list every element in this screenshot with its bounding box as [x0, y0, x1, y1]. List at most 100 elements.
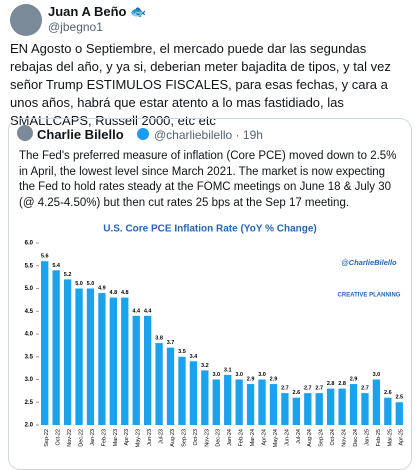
x-tick-label: Jul-23 — [159, 429, 165, 444]
bar — [98, 293, 106, 425]
value-label: 2.5 — [395, 395, 403, 401]
y-tick-label: 4.0 — [25, 332, 34, 338]
bar — [304, 393, 312, 425]
value-label: 3.0 — [212, 372, 220, 378]
x-tick-label: Oct-24 — [330, 429, 336, 446]
value-label: 4.4 — [144, 308, 153, 314]
quote-name: Charlie Bilello — [37, 127, 124, 142]
value-label: 4.8 — [121, 290, 129, 296]
x-tick-label: Dec-24 — [353, 429, 359, 447]
value-label: 2.7 — [361, 386, 369, 392]
value-label: 4.9 — [98, 286, 106, 292]
x-tick-label: Nov-22 — [67, 429, 73, 447]
author-name[interactable]: Juan A Beño 🐟 — [48, 4, 147, 19]
value-label: 2.9 — [270, 377, 278, 383]
value-label: 2.9 — [247, 377, 255, 383]
chart: U.S. Core PCE Inflation Rate (YoY % Chan… — [9, 215, 411, 465]
x-tick-label: Aug-24 — [307, 429, 313, 447]
x-tick-label: Sep-23 — [181, 429, 187, 447]
value-label: 3.2 — [201, 363, 209, 369]
quote-tweet[interactable]: Charlie Bilello @charliebilello · 19h Th… — [8, 118, 412, 470]
bar — [315, 393, 323, 425]
x-tick-label: Apr-24 — [261, 429, 267, 446]
value-label: 2.8 — [327, 381, 335, 387]
chart-title: U.S. Core PCE Inflation Rate (YoY % Chan… — [103, 224, 317, 235]
value-label: 2.7 — [281, 386, 289, 392]
avatar[interactable] — [10, 4, 42, 36]
bar — [258, 379, 266, 425]
value-label: 2.6 — [293, 390, 301, 396]
quote-avatar — [17, 125, 33, 141]
value-label: 5.4 — [52, 263, 61, 269]
bar — [224, 374, 232, 425]
x-tick-label: Jul-24 — [296, 429, 302, 444]
tweet-text: EN Agosto o Septiembre, el mercado puede… — [10, 41, 391, 128]
bar — [292, 397, 301, 425]
bar — [109, 297, 118, 425]
x-tick-label: Sep-24 — [319, 429, 325, 447]
value-label: 2.7 — [315, 386, 323, 392]
bar — [63, 279, 72, 425]
y-tick-label: 3.0 — [25, 377, 34, 383]
value-label: 5.6 — [41, 254, 49, 260]
quote-handle: @charliebilello — [154, 128, 233, 142]
bar — [246, 384, 255, 425]
x-tick-label: Nov-24 — [342, 429, 348, 447]
bar — [212, 379, 220, 425]
value-label: 5.0 — [75, 281, 83, 287]
value-label: 3.4 — [190, 354, 199, 360]
bar — [86, 288, 95, 425]
x-tick-label: Apr-23 — [124, 429, 130, 446]
quote-time: 19h — [242, 128, 263, 142]
x-tick-label: Mar-24 — [250, 429, 256, 446]
bar — [372, 379, 381, 425]
x-tick-label: May-23 — [136, 429, 142, 447]
bar — [349, 384, 358, 425]
x-tick-label: Jan-23 — [90, 429, 96, 446]
value-label: 4.8 — [110, 290, 118, 296]
value-label: 5.2 — [64, 272, 72, 278]
x-tick-label: Apr-25 — [399, 429, 405, 446]
y-tick-label: 6.0 — [25, 241, 34, 247]
x-tick-label: Feb-24 — [239, 429, 245, 446]
bar — [189, 361, 198, 425]
value-label: 3.1 — [224, 367, 232, 373]
x-tick-label: Dec-23 — [216, 429, 222, 447]
value-label: 3.7 — [167, 340, 175, 346]
bar — [384, 397, 392, 425]
quote-meta: @charliebilello · 19h — [154, 128, 263, 142]
value-label: 2.9 — [350, 377, 358, 383]
x-tick-label: Feb-25 — [376, 429, 382, 446]
value-label: 2.8 — [338, 381, 346, 387]
author-handle[interactable]: @jbegno1 — [48, 20, 103, 34]
value-label: 3.0 — [258, 372, 266, 378]
bar — [178, 356, 186, 425]
brand: CREATIVE PLANNING — [338, 293, 401, 299]
bar — [395, 402, 403, 425]
value-label: 2.6 — [384, 390, 392, 396]
bar — [132, 315, 140, 425]
bar — [361, 393, 369, 425]
page: Juan A Beño 🐟 @jbegno1 EN Agosto o Septi… — [8, 4, 412, 470]
quote-text: The Fed's preferred measure of inflation… — [19, 150, 397, 209]
x-tick-label: Oct-23 — [193, 429, 199, 446]
x-tick-label: May-24 — [273, 429, 279, 447]
verified-badge — [137, 128, 149, 140]
x-tick-label: Mar-25 — [387, 429, 393, 446]
bar — [201, 370, 209, 425]
bar — [269, 384, 278, 425]
bar — [338, 388, 346, 425]
value-label: 3.0 — [373, 372, 381, 378]
value-label: 3.8 — [155, 336, 163, 342]
x-tick-label: Dec-22 — [78, 429, 84, 447]
y-tick-label: 2.0 — [25, 423, 34, 429]
y-tick-label: 4.5 — [25, 309, 34, 315]
x-tick-label: Sep-22 — [44, 429, 50, 447]
bar — [41, 261, 49, 425]
bar — [235, 379, 243, 425]
y-tick-label: 5.0 — [25, 286, 34, 292]
x-tick-label: Aug-23 — [170, 429, 176, 447]
x-tick-label: Mar-23 — [113, 429, 119, 446]
value-label: 3.0 — [235, 372, 243, 378]
x-tick-label: Jun-24 — [284, 429, 290, 446]
